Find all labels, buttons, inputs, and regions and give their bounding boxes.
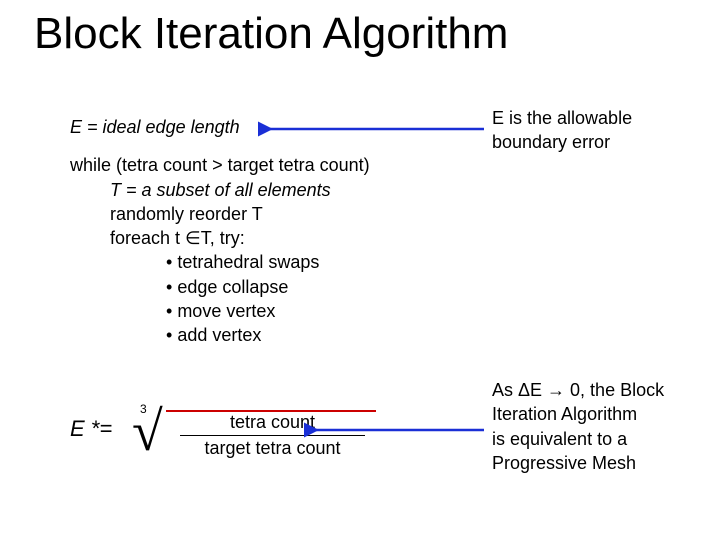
arrow-bottom <box>0 0 720 540</box>
